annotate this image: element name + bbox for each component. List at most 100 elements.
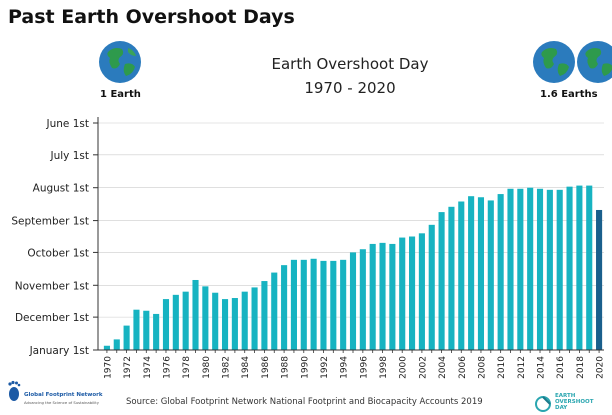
bar-1976 — [162, 299, 170, 350]
bar-1974 — [143, 310, 150, 350]
bar-2012 — [517, 188, 524, 350]
bar-1993 — [330, 260, 337, 350]
x-tick-label: 1976 — [162, 356, 172, 379]
bar-2003 — [428, 224, 435, 350]
bar-2004 — [438, 212, 445, 350]
bar-1996 — [359, 249, 366, 350]
bar-1973 — [133, 309, 140, 350]
x-tick-label: 2020 — [596, 356, 606, 379]
bar-1997 — [369, 243, 376, 350]
x-tick-label: 2002 — [418, 356, 428, 379]
bar-1972 — [123, 325, 130, 350]
x-tick-label: 2014 — [537, 356, 547, 379]
bar-2019 — [586, 185, 593, 350]
bar-2010 — [497, 194, 504, 350]
bar-2002 — [418, 233, 425, 350]
x-tick-label: 2006 — [458, 356, 468, 379]
bar-1995 — [349, 252, 357, 350]
footprint-logo-icon — [8, 380, 21, 401]
x-tick-label: 1998 — [379, 356, 389, 379]
bar-1979 — [192, 279, 199, 350]
bar-1990 — [300, 259, 307, 350]
x-tick-label: 1978 — [182, 356, 192, 379]
bar-2015 — [546, 189, 553, 350]
x-tick-label: 1980 — [202, 356, 212, 379]
y-tick-label: January 1st — [29, 345, 89, 357]
bar-1992 — [320, 260, 327, 350]
bar-1975 — [153, 313, 160, 350]
bar-2007 — [468, 196, 475, 350]
bar-2017 — [566, 186, 573, 350]
bar-1970 — [103, 345, 110, 350]
globe-icon — [577, 41, 612, 83]
bar-2000 — [399, 237, 406, 350]
x-tick-label: 1990 — [300, 356, 310, 379]
bar-1991 — [310, 258, 317, 350]
bar-2020 — [596, 209, 603, 350]
x-tick-label: 1984 — [241, 356, 251, 379]
bar-1994 — [340, 259, 347, 350]
x-tick-label: 2008 — [477, 356, 487, 379]
bar-1971 — [113, 339, 120, 350]
bar-2013 — [527, 187, 534, 350]
y-tick-label: December 1st — [15, 312, 89, 324]
source-note: Source: Global Footprint Network Nationa… — [126, 397, 483, 407]
bar-1984 — [241, 291, 248, 350]
chart-title: Earth Overshoot Day — [271, 55, 429, 73]
earth-overshoot-day-logo-text: EARTH OVERSHOOT DAY — [555, 393, 594, 411]
bar-1988 — [281, 265, 288, 350]
bar-1983 — [231, 298, 238, 350]
earth-overshoot-day-logo-icon — [535, 396, 551, 412]
bar-1981 — [212, 292, 219, 350]
bar-2018 — [576, 185, 583, 350]
bar-2008 — [477, 197, 485, 350]
bar-2011 — [507, 188, 514, 350]
x-tick-label: 1996 — [359, 356, 369, 379]
x-tick-label: 1986 — [261, 356, 271, 379]
bar-1978 — [182, 291, 189, 350]
bar-1989 — [290, 259, 297, 350]
bar-2006 — [458, 201, 465, 350]
y-tick-label: June 1st — [46, 118, 89, 130]
bar-2009 — [487, 200, 494, 350]
x-tick-label: 2012 — [517, 356, 527, 379]
x-tick-label: 1974 — [143, 356, 153, 379]
y-tick-label: September 1st — [11, 216, 89, 228]
x-tick-label: 1992 — [320, 356, 330, 379]
x-tick-label: 1970 — [103, 356, 113, 379]
bar-1982 — [221, 299, 229, 350]
x-tick-label: 1972 — [123, 356, 133, 379]
one-point-six-earths-label: 1.6 Earths — [540, 89, 598, 100]
page-title: Past Earth Overshoot Days — [8, 6, 295, 28]
bar-1980 — [202, 286, 209, 350]
y-tick-label: July 1st — [50, 150, 90, 162]
one-earth-label: 1 Earth — [100, 89, 141, 100]
x-tick-label: 1994 — [340, 356, 350, 379]
gfn-logo-name: Global Footprint Network — [24, 392, 103, 398]
x-tick-label: 2016 — [556, 356, 566, 379]
bar-1986 — [261, 281, 268, 350]
bar-1998 — [379, 242, 386, 350]
x-tick-label: 1982 — [222, 356, 232, 379]
chart-subtitle: 1970 - 2020 — [304, 79, 396, 97]
bar-1987 — [271, 272, 278, 350]
bar-1977 — [172, 294, 179, 350]
x-tick-label: 1988 — [281, 356, 291, 379]
x-tick-label: 2018 — [576, 356, 586, 379]
y-tick-label: November 1st — [15, 280, 89, 292]
y-tick-label: August 1st — [33, 183, 89, 195]
bar-1999 — [389, 243, 396, 350]
bar-2014 — [536, 188, 544, 350]
bar-1985 — [251, 287, 258, 350]
x-tick-label: 2004 — [438, 356, 448, 379]
globe-icon — [99, 41, 141, 83]
x-tick-label: 2010 — [497, 356, 507, 379]
bar-2016 — [556, 189, 563, 350]
bar-2005 — [448, 206, 455, 350]
y-tick-label: October 1st — [27, 247, 89, 259]
bar-2001 — [409, 236, 416, 350]
x-tick-label: 2000 — [399, 356, 409, 379]
globe-icon — [533, 41, 575, 83]
gfn-logo-tagline: Advancing the Science of Sustainability — [24, 400, 100, 405]
